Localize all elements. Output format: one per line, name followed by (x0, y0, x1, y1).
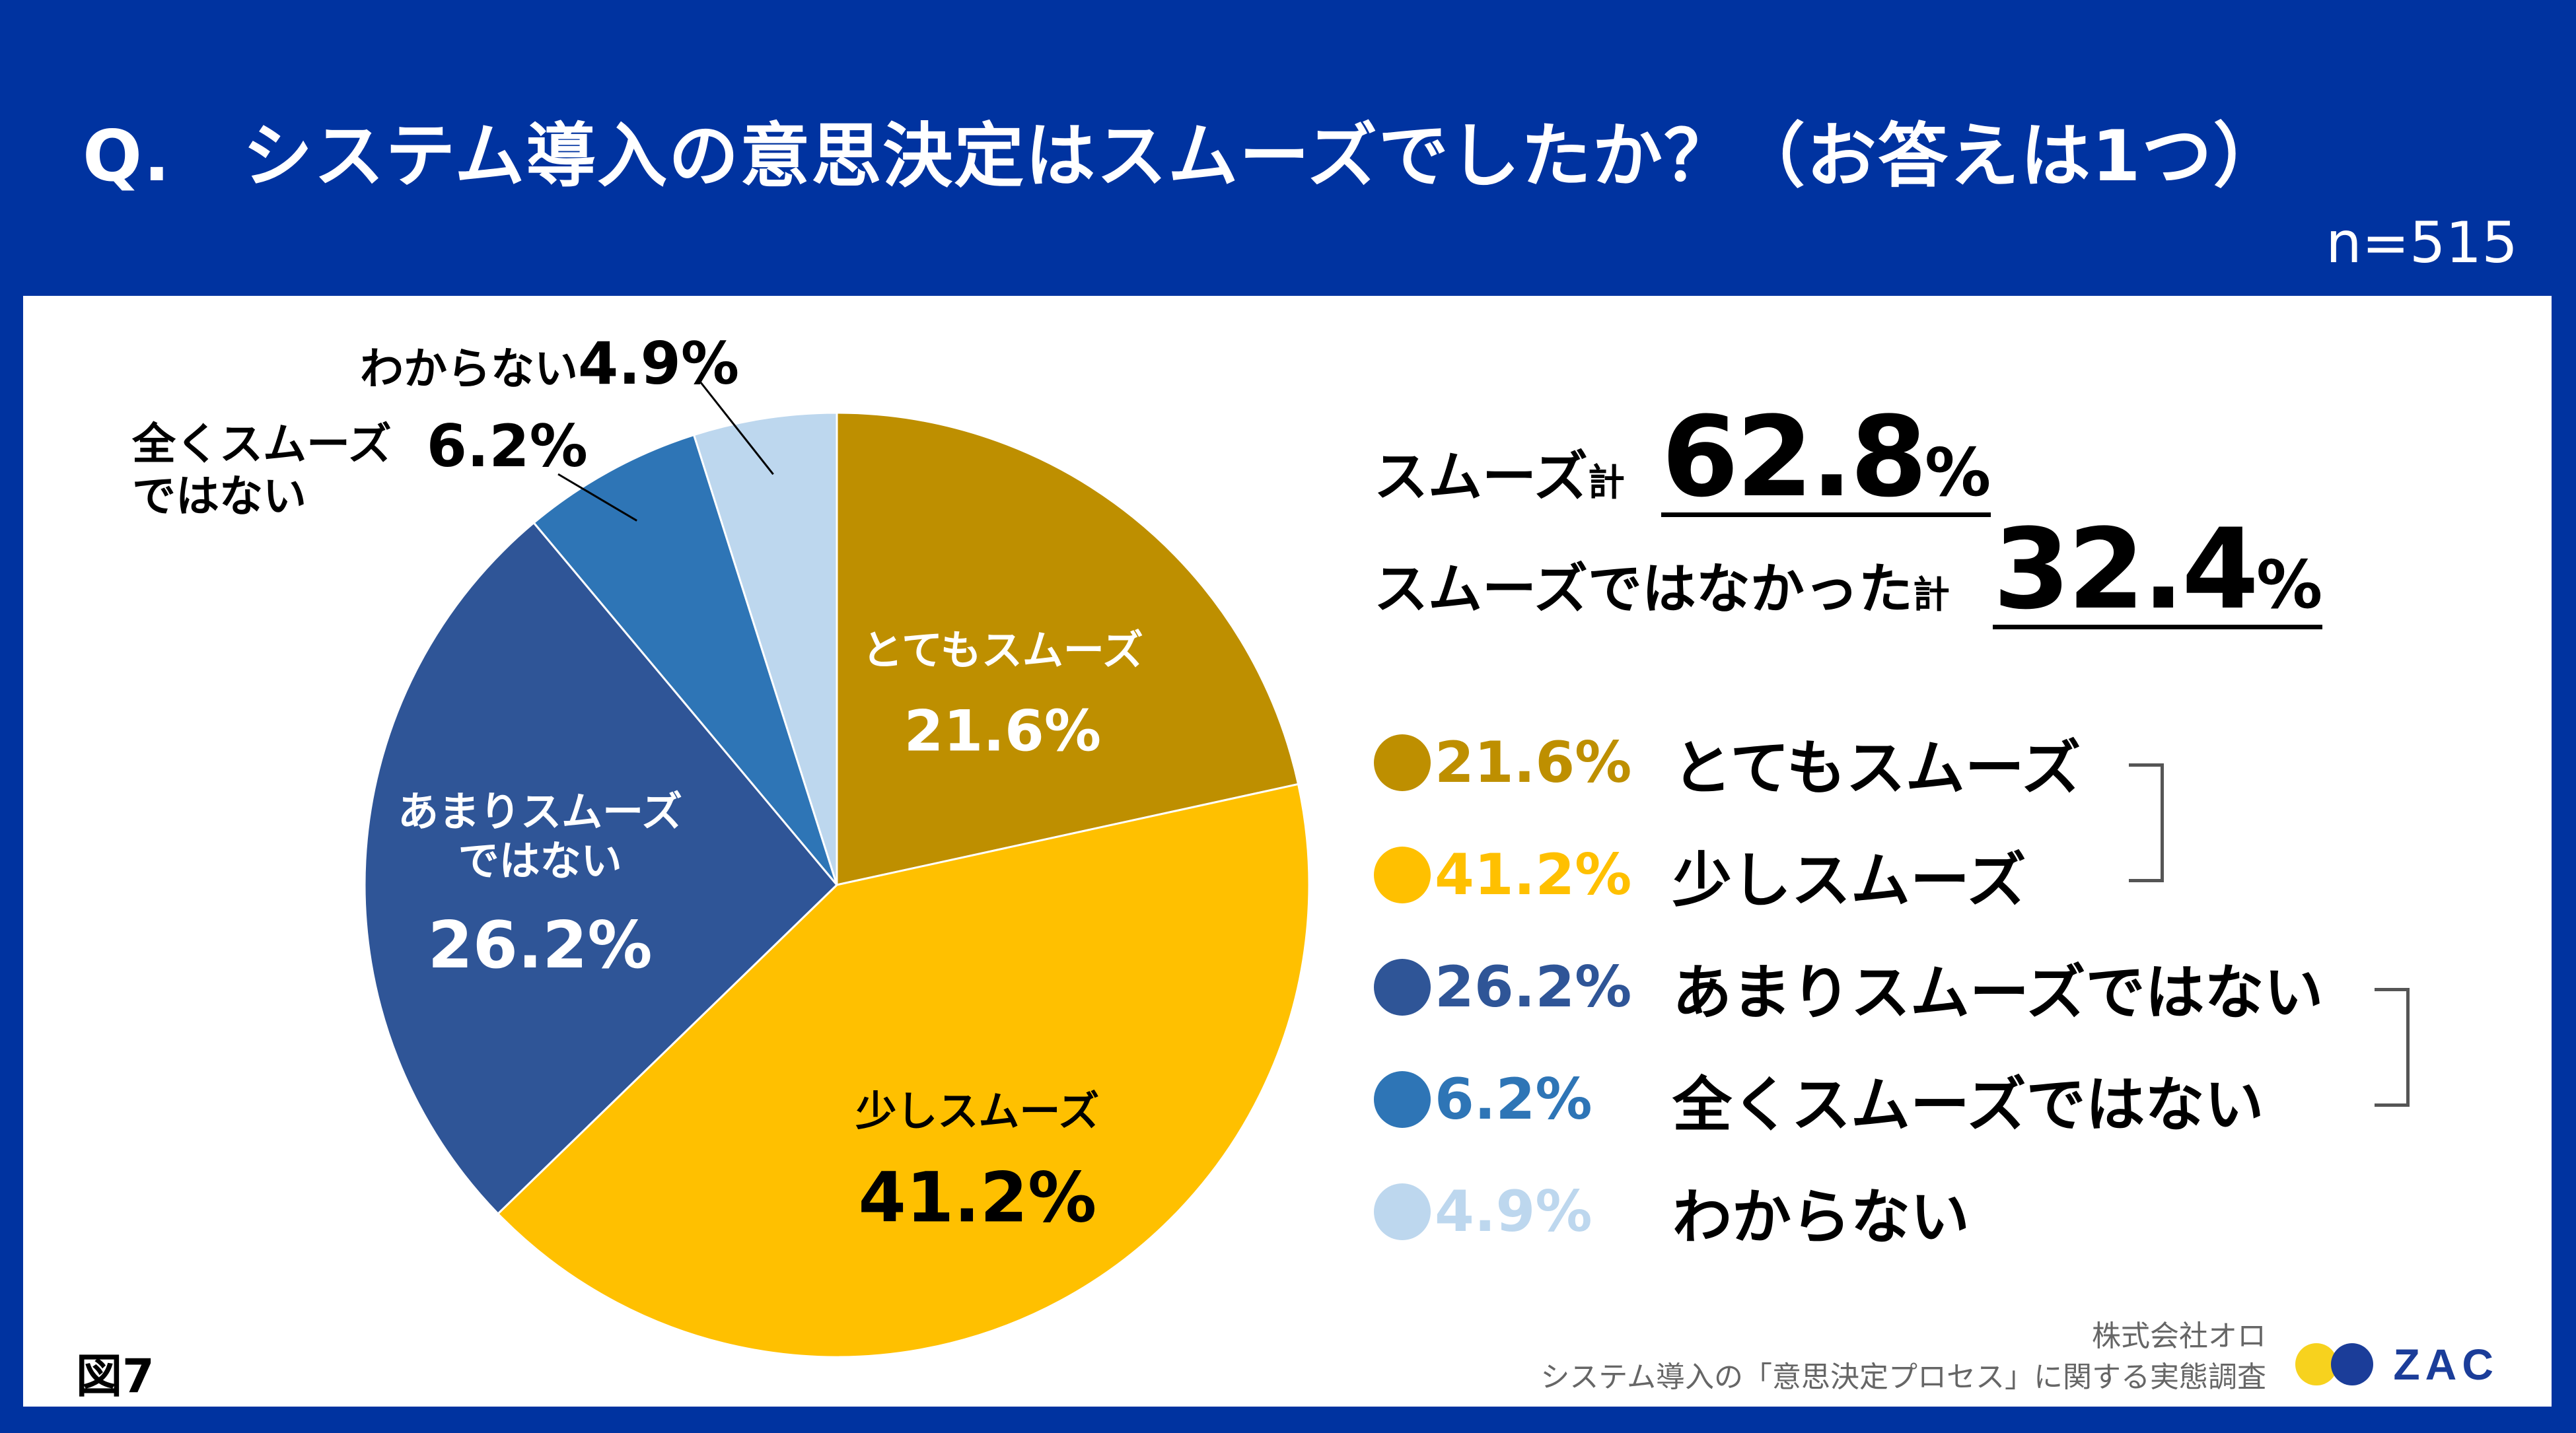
legend-item-dont-know: 4.9% わからない (1374, 1169, 1970, 1255)
slice-very-smooth (836, 411, 1300, 886)
slice-label-not-at-all-text: 全くスムーズ ではない (132, 419, 392, 522)
legend-label: あまりスムーズではない (1672, 958, 2324, 1028)
legend-value: 4.9% (1435, 1179, 1592, 1245)
zac-logo: ZAC (2295, 1339, 2499, 1389)
legend-dot (1374, 734, 1431, 791)
slice-label-slightly-smooth-text: 少しスムーズ (855, 1087, 1099, 1135)
legend-label: わからない (1672, 1183, 1970, 1252)
leader-line-dont-know (699, 381, 774, 475)
legend-item-slightly-smooth: 41.2% 少しスムーズ (1374, 832, 2026, 918)
bracket-smooth (2129, 763, 2164, 882)
slice-label-not-very-smooth-value: 26.2% (428, 908, 653, 983)
summary-smooth-value: 62.8 (1661, 392, 1927, 522)
chart-title: Q. システム導入の意思決定はスムーズでしたか？（お答えは1つ） (83, 116, 2285, 197)
legend-dot (1374, 1183, 1431, 1240)
figure-label: 図7 (76, 1349, 155, 1403)
legend-value: 41.2% (1435, 842, 1632, 908)
sample-size: n=515 (2326, 210, 2518, 276)
slice-not-at-all (532, 433, 838, 886)
slice-label-not-very-smooth-text: あまりスムーズ (398, 787, 682, 835)
summary-not-smooth-value: 32.4 (1993, 505, 2259, 634)
logo-yellow-dot (2295, 1343, 2338, 1385)
legend-label: 全くスムーズではない (1672, 1070, 2264, 1140)
slice-label-not-very-smooth-text: ではない (458, 837, 622, 885)
slice-label-not-at-all: 全くスムーズ ではない 6.2% (132, 412, 588, 522)
slice-slightly-smooth (496, 783, 1310, 1358)
legend-label: 少しスムーズ (1672, 846, 2026, 915)
logo-blue-dot (2331, 1343, 2374, 1385)
leader-line-not-at-all (557, 473, 637, 522)
legend-label: とてもスムーズ (1672, 734, 2081, 803)
legend-dot (1374, 959, 1431, 1016)
legend-value: 26.2% (1435, 954, 1632, 1020)
slice-label-slightly-smooth-value: 41.2% (858, 1157, 1096, 1238)
slice-label-very-smooth-text: とてもスムーズ (862, 626, 1143, 674)
slice-label-not-at-all-value: 6.2% (426, 412, 588, 480)
slice-not-very-smooth (363, 521, 839, 1216)
slice-label-very-smooth-value: 21.6% (904, 699, 1101, 765)
summary-not-smooth: スムーズではなかった計 32.4% (1374, 505, 2323, 634)
source-note: 株式会社オロ システム導入の「意思決定プロセス」に関する実態調査 (1540, 1316, 2266, 1397)
legend-dot (1374, 1071, 1431, 1128)
legend-value: 6.2% (1435, 1066, 1592, 1133)
legend-item-very-smooth: 21.6% とてもスムーズ (1374, 720, 2081, 806)
pie-chart: とてもスムーズ 21.6% 少しスムーズ 41.2% あまりスムーズではない 26.2% (363, 381, 1310, 1358)
chart-card: とてもスムーズ 21.6% 少しスムーズ 41.2% あまりスムーズ ではない 26.2% … (23, 296, 2552, 1407)
slice-label-dont-know: わからない4.9% (360, 330, 740, 398)
summary-smooth: スムーズ計 62.8% (1374, 392, 1991, 522)
bracket-not-smooth (2375, 988, 2410, 1107)
legend-item-not-very-smooth: 26.2% あまりスムーズではない (1374, 944, 2324, 1030)
legend-dot (1374, 847, 1431, 903)
source-company: 株式会社オロ (2092, 1319, 2266, 1353)
logo-text: ZAC (2393, 1340, 2499, 1389)
slice-dont-know (692, 411, 838, 886)
legend-value: 21.6% (1435, 730, 1632, 796)
legend-item-not-at-all: 6.2% 全くスムーズではない (1374, 1057, 2264, 1142)
source-survey: システム導入の「意思決定プロセス」に関する実態調査 (1540, 1360, 2266, 1394)
